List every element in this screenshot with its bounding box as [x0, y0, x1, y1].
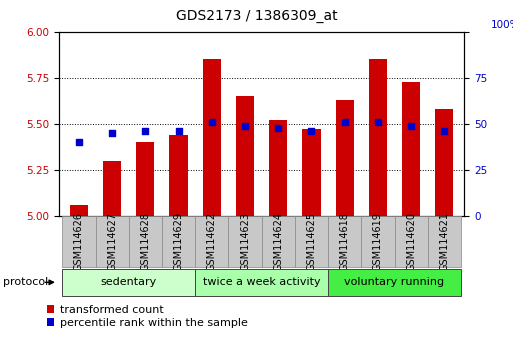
Text: GDS2173 / 1386309_at: GDS2173 / 1386309_at — [175, 9, 338, 23]
Text: twice a week activity: twice a week activity — [203, 277, 321, 287]
Bar — [295, 216, 328, 267]
Point — [174, 129, 183, 134]
Point — [440, 129, 448, 134]
Bar — [302, 130, 321, 216]
Point — [374, 119, 382, 125]
Bar — [402, 81, 420, 216]
Text: GSM114622: GSM114622 — [207, 212, 217, 271]
Bar — [394, 216, 428, 267]
Text: GSM114618: GSM114618 — [340, 212, 350, 271]
Bar — [169, 135, 188, 216]
Bar — [336, 100, 354, 216]
Text: GSM114625: GSM114625 — [306, 212, 317, 271]
Text: GSM114619: GSM114619 — [373, 212, 383, 271]
Bar — [103, 161, 121, 216]
Point — [307, 129, 315, 134]
Point — [208, 119, 216, 125]
Text: sedentary: sedentary — [101, 277, 157, 287]
Text: GSM114628: GSM114628 — [141, 212, 150, 271]
Bar — [435, 109, 453, 216]
Bar — [228, 216, 262, 267]
Bar — [195, 269, 328, 296]
Bar — [328, 269, 461, 296]
Bar — [262, 216, 295, 267]
Text: 100%: 100% — [490, 20, 513, 30]
Point — [141, 129, 149, 134]
Text: GSM114623: GSM114623 — [240, 212, 250, 271]
Text: GSM114620: GSM114620 — [406, 212, 416, 271]
Bar — [62, 216, 95, 267]
Text: GSM114621: GSM114621 — [439, 212, 449, 271]
Bar — [62, 269, 195, 296]
Text: voluntary running: voluntary running — [344, 277, 445, 287]
Bar — [195, 216, 228, 267]
Bar — [328, 216, 361, 267]
Legend: transformed count, percentile rank within the sample: transformed count, percentile rank withi… — [47, 305, 248, 328]
Bar — [269, 120, 287, 216]
Text: GSM114626: GSM114626 — [74, 212, 84, 271]
Bar — [95, 216, 129, 267]
Point — [75, 139, 83, 145]
Point — [108, 130, 116, 136]
Point — [407, 123, 415, 129]
Bar — [162, 216, 195, 267]
Bar — [428, 216, 461, 267]
Text: GSM114627: GSM114627 — [107, 212, 117, 271]
Text: GSM114629: GSM114629 — [173, 212, 184, 271]
Text: protocol: protocol — [3, 277, 48, 287]
Bar — [361, 216, 394, 267]
Text: GSM114624: GSM114624 — [273, 212, 283, 271]
Bar — [70, 205, 88, 216]
Bar — [369, 59, 387, 216]
Bar — [203, 59, 221, 216]
Bar — [136, 142, 154, 216]
Point — [274, 125, 282, 130]
Point — [341, 119, 349, 125]
Bar — [129, 216, 162, 267]
Bar — [236, 96, 254, 216]
Point — [241, 123, 249, 129]
